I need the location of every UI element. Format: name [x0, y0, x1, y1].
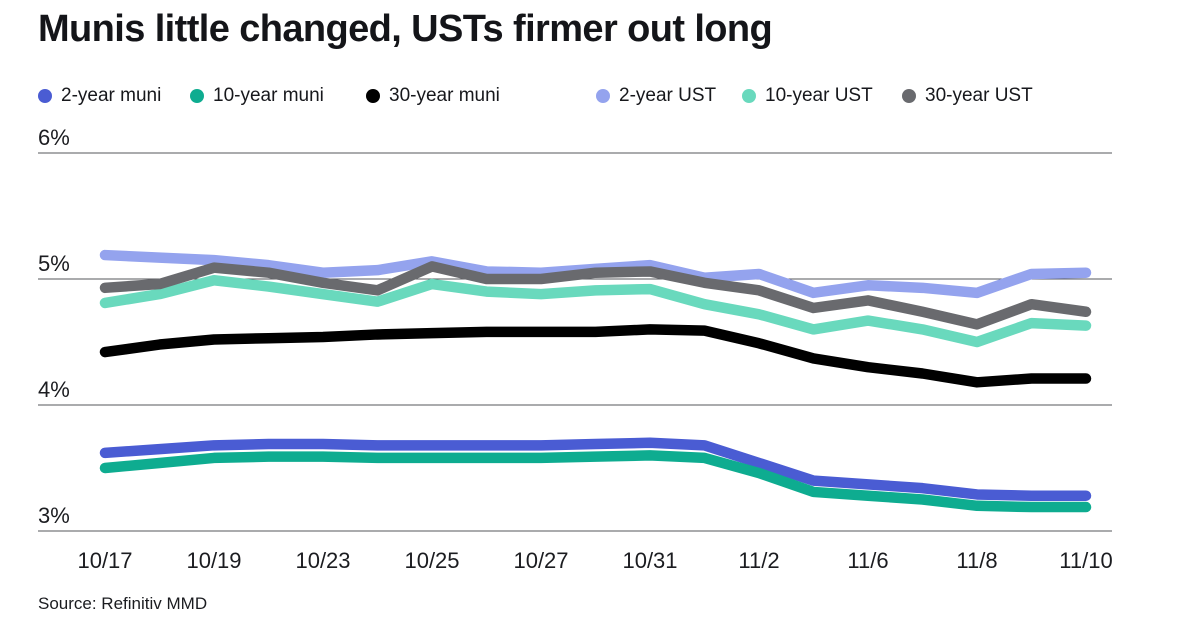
- legend-item-2-year-ust: 2-year UST: [596, 85, 716, 107]
- legend-item-30-year-muni: 30-year muni: [366, 85, 500, 107]
- y-tick-label-5-: 5%: [38, 251, 70, 276]
- legend-dot-30-year-ust: [902, 89, 916, 103]
- x-tick-label-10-27: 10/27: [513, 548, 568, 573]
- legend-dot-2-year-ust: [596, 89, 610, 103]
- legend-label-30-year-muni: 30-year muni: [389, 85, 500, 106]
- legend-item-10-year-ust: 10-year UST: [742, 85, 873, 107]
- legend-dot-10-year-ust: [742, 89, 756, 103]
- legend-dot-2-year-muni: [38, 89, 52, 103]
- series-line-10-year-ust: [99, 275, 1092, 348]
- x-tick-label-10-25: 10/25: [404, 548, 459, 573]
- legend-item-2-year-muni: 2-year muni: [38, 85, 161, 107]
- legend-label-2-year-ust: 2-year UST: [619, 85, 717, 106]
- legend-dot-30-year-muni: [366, 89, 380, 103]
- series-line-30-year-muni: [99, 324, 1092, 388]
- y-tick-label-6-: 6%: [38, 125, 70, 150]
- y-tick-label-3-: 3%: [38, 503, 70, 528]
- legend-item-10-year-muni: 10-year muni: [190, 85, 324, 107]
- x-tick-label-11-8: 11/8: [956, 548, 997, 573]
- x-tick-label-11-2: 11/2: [738, 548, 779, 573]
- y-tick-label-4-: 4%: [38, 377, 70, 402]
- legend-dot-10-year-muni: [190, 89, 204, 103]
- series-line-10-year-muni: [99, 450, 1092, 513]
- x-tick-label-11-10: 11/10: [1059, 548, 1112, 573]
- legend-item-30-year-ust: 30-year UST: [902, 85, 1033, 107]
- x-tick-label-10-31: 10/31: [622, 548, 677, 573]
- x-tick-label-11-6: 11/6: [847, 548, 888, 573]
- x-tick-label-10-17: 10/17: [77, 548, 132, 573]
- series-line-30-year-ust: [99, 261, 1092, 330]
- x-tick-label-10-23: 10/23: [295, 548, 350, 573]
- legend-label-2-year-muni: 2-year muni: [61, 85, 162, 106]
- source-note: Source: Refinitiv MMD: [38, 594, 208, 613]
- chart-title: Munis little changed, USTs firmer out lo…: [38, 8, 773, 50]
- legend: 2-year muni 10-year muni 30-year muni 2-yea…: [0, 85, 1200, 111]
- legend-label-10-year-ust: 10-year UST: [765, 85, 873, 106]
- x-tick-label-10-19: 10/19: [186, 548, 241, 573]
- series-line-2-year-muni: [99, 437, 1092, 501]
- legend-label-30-year-ust: 30-year UST: [925, 85, 1033, 106]
- legend-label-10-year-muni: 10-year muni: [213, 85, 324, 106]
